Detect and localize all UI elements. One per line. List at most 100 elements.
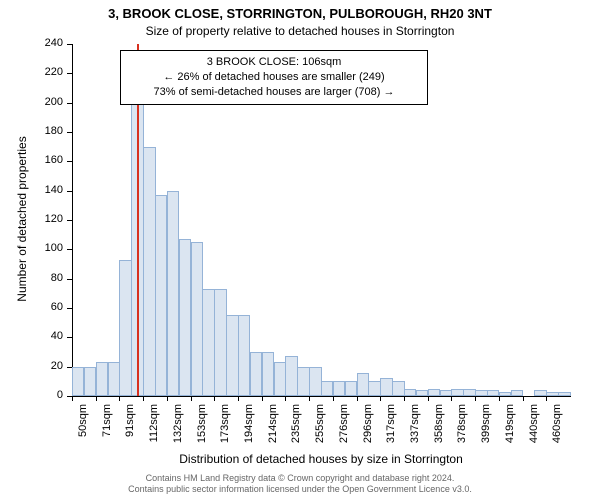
x-axis-label: Distribution of detached houses by size …: [72, 452, 570, 466]
y-tick-label: 180: [35, 125, 63, 137]
x-tick-label: 71sqm: [101, 404, 113, 449]
x-tick-mark: [546, 396, 547, 401]
histogram-bar: [274, 362, 286, 396]
y-tick-label: 100: [35, 242, 63, 254]
histogram-bar: [84, 367, 96, 396]
histogram-bar: [534, 390, 546, 396]
chart-title-address: 3, BROOK CLOSE, STORRINGTON, PULBOROUGH,…: [0, 6, 600, 21]
histogram-bar: [143, 147, 155, 396]
histogram-bar: [511, 390, 523, 396]
chart-subtitle: Size of property relative to detached ho…: [0, 24, 600, 38]
histogram-bar: [499, 392, 511, 396]
histogram-bar: [333, 381, 345, 396]
annotation-line3: 73% of semi-detached houses are larger (…: [129, 85, 419, 100]
histogram-bar: [380, 378, 392, 396]
histogram-bar: [155, 195, 167, 396]
histogram-bar: [404, 389, 416, 396]
x-tick-mark: [309, 396, 310, 401]
annotation-line2: ← 26% of detached houses are smaller (24…: [129, 70, 419, 85]
x-tick-label: 358sqm: [433, 404, 445, 449]
y-tick-mark: [67, 73, 72, 74]
histogram-bar: [321, 381, 333, 396]
x-tick-mark: [333, 396, 334, 401]
annotation-line1: 3 BROOK CLOSE: 106sqm: [129, 55, 419, 70]
y-tick-label: 80: [35, 272, 63, 284]
x-tick-mark: [475, 396, 476, 401]
x-tick-label: 419sqm: [504, 404, 516, 449]
histogram-bar: [297, 367, 309, 396]
histogram-bar: [250, 352, 262, 396]
y-tick-mark: [67, 132, 72, 133]
y-tick-mark: [67, 249, 72, 250]
y-tick-label: 60: [35, 301, 63, 313]
x-tick-mark: [143, 396, 144, 401]
y-axis-label: Number of detached properties: [15, 119, 29, 319]
histogram-bar: [226, 315, 238, 396]
histogram-bar: [238, 315, 250, 396]
y-tick-mark: [67, 161, 72, 162]
x-tick-mark: [96, 396, 97, 401]
histogram-bar: [463, 389, 475, 396]
x-tick-label: 255sqm: [314, 404, 326, 449]
histogram-bar: [357, 373, 369, 396]
y-tick-label: 0: [35, 389, 63, 401]
histogram-bar: [214, 289, 226, 396]
x-tick-label: 194sqm: [243, 404, 255, 449]
x-tick-label: 235sqm: [290, 404, 302, 449]
y-tick-label: 20: [35, 360, 63, 372]
histogram-bar: [191, 242, 203, 396]
x-tick-mark: [357, 396, 358, 401]
x-tick-mark: [285, 396, 286, 401]
y-tick-label: 140: [35, 184, 63, 196]
x-tick-label: 132sqm: [172, 404, 184, 449]
histogram-bar: [108, 362, 120, 396]
histogram-bar: [167, 191, 179, 396]
y-tick-mark: [67, 103, 72, 104]
histogram-bar: [202, 289, 214, 396]
x-tick-label: 460sqm: [551, 404, 563, 449]
histogram-bar: [309, 367, 321, 396]
x-tick-mark: [167, 396, 168, 401]
x-tick-mark: [523, 396, 524, 401]
x-tick-label: 337sqm: [409, 404, 421, 449]
x-tick-label: 112sqm: [148, 404, 160, 449]
y-tick-label: 120: [35, 213, 63, 225]
histogram-bar: [428, 389, 440, 396]
y-tick-label: 220: [35, 66, 63, 78]
x-tick-label: 91sqm: [124, 404, 136, 449]
x-tick-mark: [262, 396, 263, 401]
histogram-bar: [368, 381, 380, 396]
x-tick-mark: [499, 396, 500, 401]
histogram-bar: [558, 392, 570, 396]
histogram-bar: [416, 390, 428, 396]
histogram-bar: [345, 381, 357, 396]
annotation-box: 3 BROOK CLOSE: 106sqm ← 26% of detached …: [120, 50, 428, 105]
x-tick-label: 173sqm: [219, 404, 231, 449]
chart-container: 3, BROOK CLOSE, STORRINGTON, PULBOROUGH,…: [0, 0, 600, 500]
histogram-bar: [285, 356, 297, 396]
y-tick-mark: [67, 367, 72, 368]
histogram-bar: [262, 352, 274, 396]
histogram-bar: [487, 390, 499, 396]
y-tick-mark: [67, 44, 72, 45]
y-tick-mark: [67, 191, 72, 192]
histogram-bar: [392, 381, 404, 396]
x-tick-label: 440sqm: [528, 404, 540, 449]
footer-line2: Contains public sector information licen…: [0, 484, 600, 496]
footer-line1: Contains HM Land Registry data © Crown c…: [0, 473, 600, 485]
histogram-bar: [546, 392, 558, 396]
histogram-bar: [475, 390, 487, 396]
x-tick-mark: [451, 396, 452, 401]
y-tick-mark: [67, 220, 72, 221]
x-tick-mark: [72, 396, 73, 401]
x-tick-mark: [404, 396, 405, 401]
x-tick-label: 50sqm: [77, 404, 89, 449]
y-tick-label: 160: [35, 154, 63, 166]
y-tick-mark: [67, 279, 72, 280]
x-tick-label: 296sqm: [362, 404, 374, 449]
x-tick-mark: [238, 396, 239, 401]
histogram-bar: [440, 390, 452, 396]
x-tick-mark: [380, 396, 381, 401]
histogram-bar: [96, 362, 108, 396]
x-tick-label: 317sqm: [385, 404, 397, 449]
